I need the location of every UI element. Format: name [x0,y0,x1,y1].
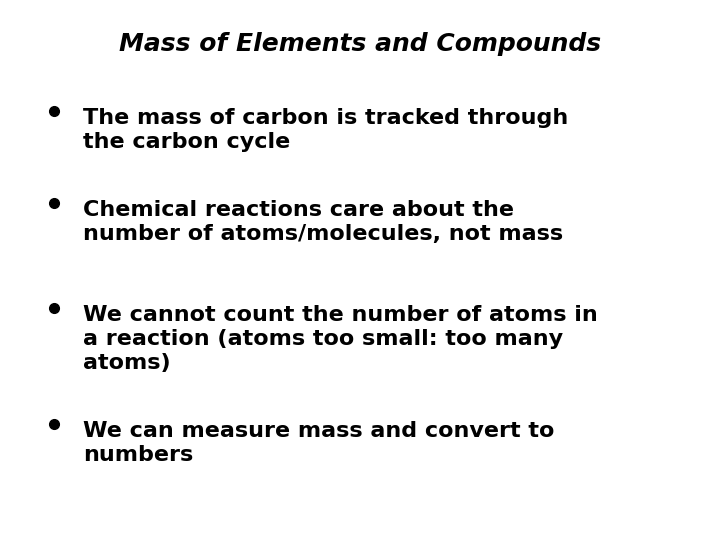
Text: We can measure mass and convert to
numbers: We can measure mass and convert to numbe… [83,421,554,465]
Text: We cannot count the number of atoms in
a reaction (atoms too small: too many
ato: We cannot count the number of atoms in a… [83,305,598,373]
Text: Mass of Elements and Compounds: Mass of Elements and Compounds [119,32,601,56]
Text: The mass of carbon is tracked through
the carbon cycle: The mass of carbon is tracked through th… [83,108,568,152]
Text: Chemical reactions care about the
number of atoms/molecules, not mass: Chemical reactions care about the number… [83,200,563,244]
